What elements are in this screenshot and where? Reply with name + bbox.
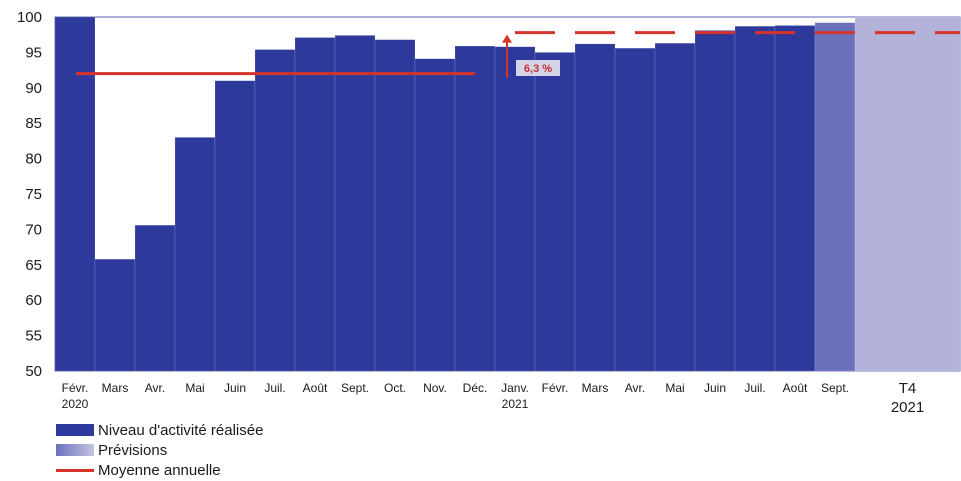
bar-realized (254, 49, 296, 372)
bar-realized (574, 43, 616, 372)
y-tick-label: 90 (25, 80, 42, 97)
y-tick-label: 65 (25, 257, 42, 274)
legend-label-realized: Niveau d'activité réalisée (98, 421, 264, 439)
legend-swatch-average (56, 468, 94, 472)
x-tick-label: Avr. (145, 381, 165, 395)
x-tick-year: 2021 (891, 399, 924, 416)
y-tick-label: 50 (25, 363, 42, 380)
y-tick-label: 80 (25, 151, 42, 168)
bar-forecast (814, 22, 856, 372)
legend-label-forecast: Prévisions (98, 441, 168, 459)
x-tick-label: Juin (224, 381, 246, 395)
annual-average-lines: 6,3 % (76, 31, 960, 78)
bar-realized (134, 224, 176, 372)
x-tick-label: Nov. (423, 381, 447, 395)
x-axis: Févr. 2020 Mars Avr. Mai Juin Juil. Août Sept. Oc… (62, 380, 925, 416)
bar-realized (734, 26, 776, 372)
bar-realized (214, 80, 256, 372)
x-tick-label: Mars (102, 381, 129, 395)
x-tick-year: 2020 (62, 397, 89, 411)
bar-realized (334, 35, 376, 372)
gap-arrowhead (502, 34, 512, 43)
legend-label-average: Moyenne annuelle (98, 461, 221, 479)
y-axis: 50 55 60 65 70 75 80 85 90 95 100 (17, 9, 42, 380)
legend-swatch-realized (56, 424, 94, 436)
bar-realized (414, 58, 456, 372)
bar-realized (654, 42, 696, 372)
bar-realized (534, 52, 576, 372)
gap-label-box (516, 60, 560, 76)
x-tick-label: T4 (899, 380, 917, 397)
legend-item-forecast: Prévisions (56, 440, 263, 460)
bar-realized (774, 25, 816, 372)
x-tick-label: Déc. (463, 381, 488, 395)
legend-item-realized: Niveau d'activité réalisée (56, 420, 263, 440)
x-tick-label: Sept. (341, 381, 369, 395)
bar-realized (54, 16, 96, 372)
y-tick-label: 60 (25, 292, 42, 309)
legend-swatch-forecast (56, 444, 94, 456)
bar-realized (454, 45, 496, 372)
x-tick-label: Juin (704, 381, 726, 395)
x-tick-label: Mai (665, 381, 684, 395)
gap-label: 6,3 % (524, 63, 552, 75)
x-tick-label: Sept. (821, 381, 849, 395)
y-tick-label: 95 (25, 44, 42, 61)
bar-realized (94, 258, 136, 372)
bar-realized (694, 30, 736, 372)
x-tick-label: Mai (185, 381, 204, 395)
y-tick-label: 100 (17, 9, 42, 26)
y-tick-label: 55 (25, 328, 42, 345)
bar-forecast (854, 16, 961, 372)
bar-realized (174, 137, 216, 372)
x-tick-label: Juil. (264, 381, 285, 395)
legend-item-average: Moyenne annuelle (56, 460, 263, 480)
y-tick-label: 70 (25, 221, 42, 238)
x-tick-label: Mars (582, 381, 609, 395)
legend: Niveau d'activité réalisée Prévisions Mo… (56, 420, 263, 480)
x-tick-label: Avr. (625, 381, 645, 395)
x-tick-label: Août (783, 381, 808, 395)
x-tick-label: Janv. (501, 381, 529, 395)
x-tick-label: Févr. (542, 381, 569, 395)
activity-chart: 6,3 % 50 55 60 65 70 75 80 85 90 95 100 Févr. 2020 M… (17, 9, 961, 416)
y-tick-label: 85 (25, 115, 42, 132)
bar-realized (614, 47, 656, 372)
x-tick-label: Févr. (62, 381, 89, 395)
y-tick-label: 75 (25, 186, 42, 203)
bar-realized (294, 37, 336, 372)
bar-realized (494, 46, 536, 372)
bar-realized (374, 39, 416, 372)
x-tick-year: 2021 (502, 397, 529, 411)
bars-group (54, 16, 961, 372)
x-tick-label: Août (303, 381, 328, 395)
x-tick-label: Oct. (384, 381, 406, 395)
x-tick-label: Juil. (744, 381, 765, 395)
